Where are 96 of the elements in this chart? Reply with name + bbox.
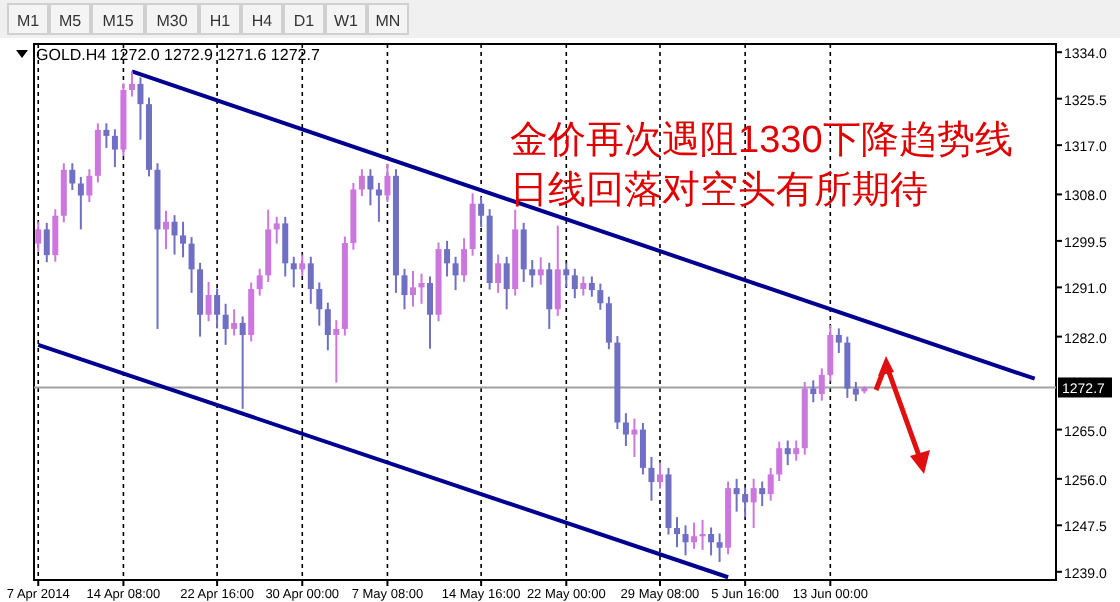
candlestick [214,287,221,330]
candlestick [60,162,67,224]
candlestick [367,168,374,207]
candlestick [674,516,681,549]
text: D1 [293,12,316,30]
candlestick [69,162,76,192]
candlestick [231,308,238,337]
candlestick [503,255,510,311]
chart-title: GOLD.H4 1272.0 1272.9 1271.6 1272.7 [36,46,321,64]
candlestick [784,439,791,467]
candlestick [529,259,536,289]
candlestick [776,440,783,482]
candlestick [273,215,280,245]
candlestick [299,253,306,277]
candlestick [520,221,527,283]
candlestick [708,526,715,557]
candlestick [401,267,408,311]
candlestick [358,168,365,198]
candlestick [563,261,570,289]
candlestick [716,532,723,563]
candlestick [52,208,59,263]
candlestick [239,315,246,410]
candlestick [324,301,331,352]
candlestick [35,220,42,253]
candlestick [418,272,425,305]
candlestick [656,461,663,490]
text: M1 [16,12,41,30]
text: M15 [102,12,135,30]
candlestick [307,255,314,305]
candlestick [163,209,170,251]
text: H4 [251,12,274,30]
candlestick [597,282,604,311]
candlestick [77,175,84,231]
candlestick [682,524,689,557]
candlestick [691,521,698,550]
candlestick [290,255,297,289]
text: H1 [209,12,232,30]
candlestick [750,477,757,530]
candlestick [793,439,800,462]
candlestick [537,256,544,286]
candlestick [699,518,706,551]
text: M5 [58,12,83,30]
candlestick [248,281,255,343]
candlestick [137,76,144,141]
candlestick [622,412,629,447]
candlestick [333,319,340,384]
candlestick [316,281,323,327]
candlestick [827,324,834,383]
candlestick [427,275,434,350]
candlestick [282,215,289,278]
candlestick [180,220,187,259]
annotation: 金价再次遇阻1330下降趋势线 [510,120,1013,162]
candlestick [444,239,451,278]
candlestick [222,302,229,346]
candlestick [188,236,195,294]
candlestick [197,261,204,338]
candlestick [588,275,595,298]
candlestick [554,224,561,317]
candlestick [605,295,612,351]
candlestick [580,275,587,297]
candlestick [94,122,101,184]
candlestick [461,237,468,283]
candlestick [256,267,263,297]
text: M30 [156,12,189,30]
candlestick [648,455,655,502]
candlestick [631,417,638,458]
candlestick [810,379,817,404]
candlestick [103,122,110,149]
candlestick [469,192,476,257]
text: W1 [334,12,360,30]
candlestick [742,486,749,519]
candlestick [478,196,485,229]
candlestick [733,477,740,513]
candlestick [265,208,272,283]
candlestick [171,214,178,256]
candlestick [639,422,646,476]
candlestick [844,335,851,399]
annotation: 日线回落对空头有所期待 [510,168,928,212]
candlestick [205,280,212,323]
candlestick [546,261,553,330]
candlestick [375,181,382,223]
candlestick [452,255,459,292]
candlestick [43,221,50,264]
candlestick [111,128,118,169]
candlestick [571,267,578,300]
candlestick [852,381,859,403]
candlestick [409,269,416,308]
candlestick [86,168,93,204]
candlestick [495,253,502,294]
candlestick [384,162,391,204]
candlestick [767,466,774,502]
candlestick [128,70,135,98]
candlestick [818,367,825,402]
candlestick [759,480,766,508]
text: MN [375,12,401,30]
candlestick [835,327,842,355]
